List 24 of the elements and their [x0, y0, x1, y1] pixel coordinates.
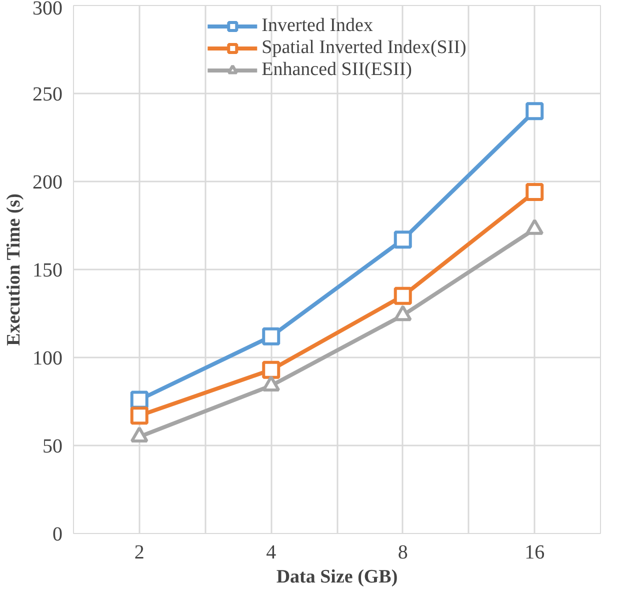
y-tick-label: 200 — [32, 172, 62, 194]
point — [526, 183, 544, 202]
y-tick-label: 300 — [32, 0, 62, 20]
legend-label: Spatial Inverted Index(SII) — [262, 37, 466, 59]
point — [130, 390, 148, 409]
point — [130, 406, 148, 425]
y-tick-label: 250 — [32, 84, 62, 106]
y-tick-label: 50 — [42, 436, 62, 458]
point — [262, 327, 280, 346]
x-tick-label: 8 — [398, 542, 408, 564]
point — [394, 230, 412, 249]
point — [394, 286, 412, 305]
y-tick-label: 100 — [32, 348, 62, 370]
legend-label: Inverted Index — [262, 15, 373, 37]
legend-label: Enhanced SII(ESII) — [262, 59, 412, 81]
x-tick-label: 16 — [524, 542, 545, 564]
point — [526, 102, 544, 120]
y-axis-title: Execution Time (s) — [4, 193, 24, 346]
y-tick-label: 150 — [32, 260, 62, 282]
y-tick-label: 0 — [52, 524, 62, 546]
x-tick-label: 4 — [266, 542, 276, 564]
x-tick-label: 2 — [134, 542, 144, 564]
point — [262, 360, 280, 379]
x-axis-title: Data Size (GB) — [276, 566, 398, 588]
